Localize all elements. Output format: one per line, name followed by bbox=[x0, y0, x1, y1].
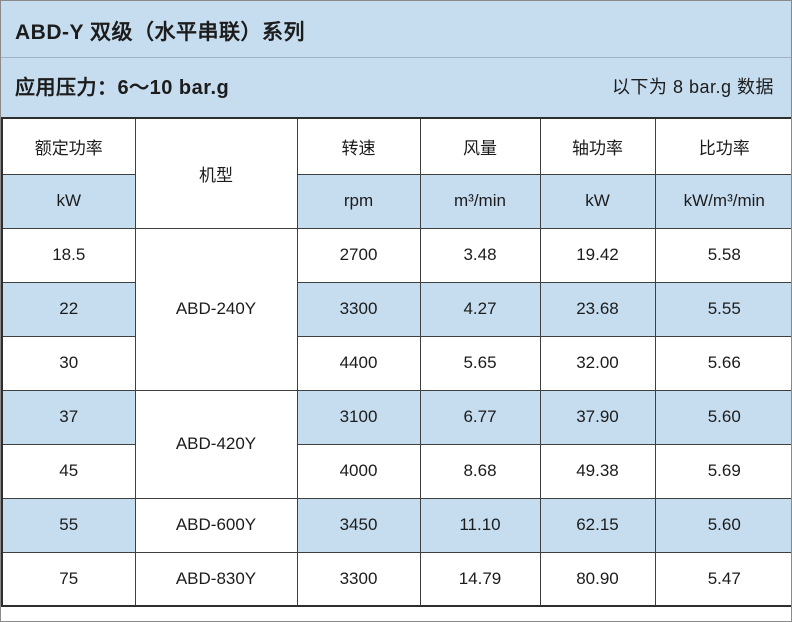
cell-shaft: 80.90 bbox=[539, 551, 656, 607]
cell-flow: 8.68 bbox=[419, 443, 541, 499]
cell-rpm: 3100 bbox=[296, 389, 421, 445]
header-flow: 风量 bbox=[419, 117, 541, 175]
cell-rpm: 3300 bbox=[296, 551, 421, 607]
cell-shaft: 23.68 bbox=[539, 281, 656, 337]
cell-rpm: 3450 bbox=[296, 497, 421, 553]
table-row: 55 ABD-600Y 3450 11.10 62.15 5.60 bbox=[1, 497, 791, 553]
header-model: 机型 bbox=[134, 117, 298, 229]
bottom-margin bbox=[1, 607, 791, 619]
cell-model: ABD-240Y bbox=[134, 227, 298, 391]
pressure-label: 应用压力：6～10 bar.g bbox=[15, 77, 230, 99]
cell-flow: 11.10 bbox=[419, 497, 541, 553]
unit-power: kW bbox=[1, 173, 136, 229]
cell-rpm: 4000 bbox=[296, 443, 421, 499]
cell-kw: 30 bbox=[1, 335, 136, 391]
cell-shaft: 49.38 bbox=[539, 443, 656, 499]
header-shaft: 轴功率 bbox=[539, 117, 656, 175]
cell-specific: 5.60 bbox=[654, 389, 791, 445]
unit-shaft: kW bbox=[539, 173, 656, 229]
cell-rpm: 3300 bbox=[296, 281, 421, 337]
cell-model: ABD-830Y bbox=[134, 551, 298, 607]
cell-shaft: 62.15 bbox=[539, 497, 656, 553]
cell-model: ABD-600Y bbox=[134, 497, 298, 553]
cell-kw: 22 bbox=[1, 281, 136, 337]
series-title-row: ABD-Y 双级（水平串联）系列 bbox=[1, 1, 791, 58]
cell-rpm: 4400 bbox=[296, 335, 421, 391]
header-banner: ABD-Y 双级（水平串联）系列 应用压力：6～10 bar.g 以下为 8 b… bbox=[1, 1, 791, 117]
cell-shaft: 32.00 bbox=[539, 335, 656, 391]
cell-kw: 37 bbox=[1, 389, 136, 445]
cell-shaft: 19.42 bbox=[539, 227, 656, 283]
cell-rpm: 2700 bbox=[296, 227, 421, 283]
header-speed: 转速 bbox=[296, 117, 421, 175]
table-row: 18.5 ABD-240Y 2700 3.48 19.42 5.58 bbox=[1, 227, 791, 391]
cell-specific: 5.69 bbox=[654, 443, 791, 499]
unit-specific: kW/m³/min bbox=[654, 173, 791, 229]
cell-flow: 4.27 bbox=[419, 281, 541, 337]
cell-shaft: 37.90 bbox=[539, 389, 656, 445]
table-row: 30 4400 5.65 32.00 5.66 bbox=[1, 335, 791, 391]
table-row: 37 ABD-420Y 3100 6.77 37.90 5.60 bbox=[1, 389, 791, 499]
header-power: 额定功率 bbox=[1, 117, 136, 175]
cell-specific: 5.55 bbox=[654, 281, 791, 337]
cell-kw: 18.5 bbox=[1, 227, 136, 283]
cell-flow: 14.79 bbox=[419, 551, 541, 607]
table-row: 45 4000 8.68 49.38 5.69 bbox=[1, 443, 791, 499]
header-label-row: 额定功率 机型 转速 风量 轴功率 比功率 bbox=[1, 117, 791, 229]
spec-table: 额定功率 机型 转速 风量 轴功率 比功率 kW rpm m³/min kW k… bbox=[1, 117, 791, 607]
cell-kw: 55 bbox=[1, 497, 136, 553]
cell-flow: 6.77 bbox=[419, 389, 541, 445]
table-row: 75 ABD-830Y 3300 14.79 80.90 5.47 bbox=[1, 551, 791, 607]
cell-flow: 5.65 bbox=[419, 335, 541, 391]
cell-specific: 5.60 bbox=[654, 497, 791, 553]
unit-flow: m³/min bbox=[419, 173, 541, 229]
data-condition-note: 以下为 8 bar.g 数据 bbox=[611, 76, 774, 97]
cell-specific: 5.58 bbox=[654, 227, 791, 283]
cell-specific: 5.66 bbox=[654, 335, 791, 391]
cell-flow: 3.48 bbox=[419, 227, 541, 283]
pressure-row: 应用压力：6～10 bar.g 以下为 8 bar.g 数据 bbox=[1, 58, 791, 117]
cell-model: ABD-420Y bbox=[134, 389, 298, 499]
cell-kw: 75 bbox=[1, 551, 136, 607]
header-specific: 比功率 bbox=[654, 117, 791, 175]
header-unit-row: kW rpm m³/min kW kW/m³/min bbox=[1, 173, 791, 229]
cell-kw: 45 bbox=[1, 443, 136, 499]
series-title: ABD-Y 双级（水平串联）系列 bbox=[15, 21, 305, 44]
unit-speed: rpm bbox=[296, 173, 421, 229]
table-row: 22 3300 4.27 23.68 5.55 bbox=[1, 281, 791, 337]
cell-specific: 5.47 bbox=[654, 551, 791, 607]
